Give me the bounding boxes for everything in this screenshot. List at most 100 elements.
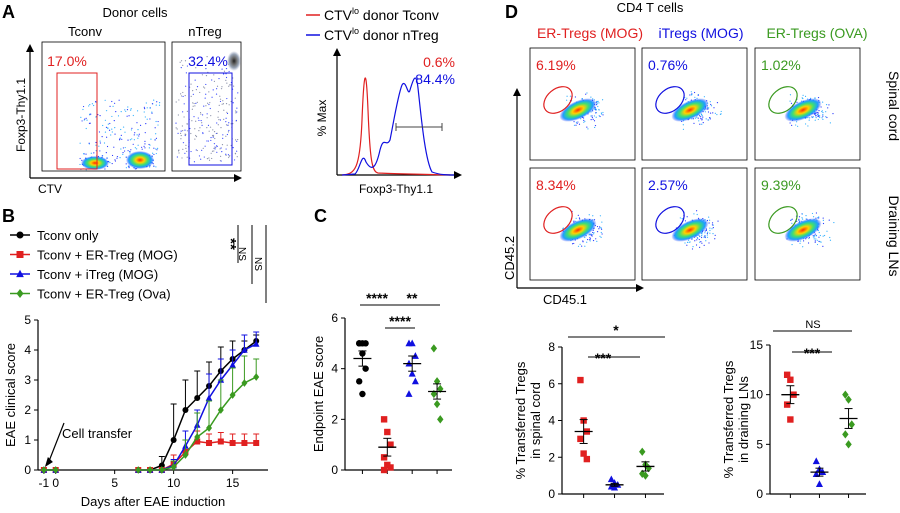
chartD2-point-0-1 <box>787 376 794 383</box>
panel-d-xlabel: CD45.1 <box>543 292 587 307</box>
flow-plot-r0-c1: 0.76% <box>641 47 748 161</box>
chartC-ytick: 6 <box>331 311 338 325</box>
panel-d-col1-label: ER-Tregs (MOG) <box>537 25 643 41</box>
flow-pct-r0-c2: 1.02% <box>761 57 801 73</box>
legend-label-3: Tconv + ER-Treg (Ova) <box>37 287 171 302</box>
panel-a-ntreg-plot: 32.4% <box>171 41 242 172</box>
chartD2-ylabel-2: in draining LNs <box>736 376 751 463</box>
panel-a: Donor cells Tconv nTreg Foxp3-Thy1.1 CTV… <box>14 5 462 196</box>
chartD1-ytick: 2 <box>548 450 555 464</box>
chartD1-point-0-0 <box>577 376 584 384</box>
chartC-point-0-2 <box>362 340 369 347</box>
chartD1-ytick: 4 <box>548 414 555 428</box>
legend-label-1: Tconv + ER-Treg (MOG) <box>37 248 178 263</box>
b-point-1-11 <box>241 440 248 446</box>
b-point-3-12 <box>253 373 260 381</box>
chartD2-point-2-2 <box>848 420 855 429</box>
flow-gate <box>655 86 685 114</box>
panel-d-flow-grid: 6.19% 0.76% 1.02% 8.34% 2.57% 9.39% <box>529 47 861 281</box>
panel-a-hist-pct-red: 0.6% <box>423 54 455 70</box>
chartC-point-1-2 <box>387 441 394 448</box>
flow-plot-r0-c2: 1.02% <box>754 47 861 161</box>
chartD1-point-0-5 <box>583 455 591 463</box>
panel-c-sig-1: **** <box>366 290 388 306</box>
panel-b-sig-2: NS <box>236 247 247 261</box>
chartC-point-0-5 <box>362 365 369 372</box>
chartD2-point-1-3 <box>812 470 820 478</box>
chartC-ytick: 0 <box>331 463 338 477</box>
chartD2-point-2-1 <box>845 395 852 404</box>
panel-a-title: Donor cells <box>102 5 168 20</box>
panel-a-hist-ylabel: % Max <box>315 100 329 137</box>
b-point-3-6 <box>182 451 189 459</box>
chartD2-point-2-3 <box>842 430 849 439</box>
chartD2-point-2-0 <box>842 390 849 399</box>
b-point-1-8 <box>206 440 213 446</box>
b-point-3-2 <box>135 466 142 474</box>
chartD2-ytick: 0 <box>756 487 763 501</box>
panel-c-chart: 0 2 4 6 Endpoint EAE score <box>311 311 452 477</box>
chartD1-ytick: 0 <box>548 487 555 501</box>
b-point-1-10 <box>229 440 236 446</box>
b-ytick: 4 <box>24 343 31 357</box>
panel-d-spinal-sig-1: *** <box>595 350 612 366</box>
flow-pct-r0-c1: 0.76% <box>648 57 688 73</box>
chartD1-ylabel-1: % Transferred Tregs <box>513 361 528 479</box>
panel-a-ntreg-gate <box>188 72 233 166</box>
legend-marker-triangle <box>16 269 24 278</box>
panel-d-spinal-sig-2: * <box>613 322 619 338</box>
b-annotation: Cell transfer <box>62 426 133 441</box>
b-point-1-9 <box>217 438 224 445</box>
flow-pct-r1-c2: 9.39% <box>761 177 801 193</box>
b-point-2-8 <box>205 394 213 401</box>
chartD2-ytick: 5 <box>756 437 763 451</box>
b-xtick: -1 <box>39 476 50 490</box>
panel-letter-a: A <box>2 2 15 22</box>
b-point-2-12 <box>252 340 260 347</box>
chartC-ytick: 2 <box>331 412 338 426</box>
flow-pct-r0-c0: 6.19% <box>536 57 576 73</box>
chartD1-point-2-0 <box>639 447 646 456</box>
b-point-3-5 <box>170 463 177 471</box>
panel-b-sig-3: NS <box>252 257 263 271</box>
b-ytick: 3 <box>24 373 31 387</box>
flow-gate <box>655 206 685 234</box>
flow-plot-r0-c0: 6.19% <box>529 47 636 161</box>
b-point-1-7 <box>194 438 201 445</box>
panel-d-col2-label: iTregs (MOG) <box>658 25 743 41</box>
chartD2-point-1-0 <box>812 457 820 465</box>
b-point-3-1 <box>52 466 59 474</box>
chartD1-point-2-3 <box>639 469 646 478</box>
chartC-point-2-6 <box>405 390 413 397</box>
panel-b: Tconv only Tconv + ER-Treg (MOG) Tconv + i… <box>3 225 268 509</box>
chartD1-point-2-4 <box>642 471 649 480</box>
chartC-point-3-0 <box>430 344 438 353</box>
chartD2-ylabel-1: % Transferred Tregs <box>721 360 736 478</box>
panel-a-histogram: % Max Foxp3-Thy1.1 0.6% 84.4% <box>315 48 462 196</box>
chartC-point-3-5 <box>437 415 444 424</box>
b-xtick: 5 <box>111 476 118 490</box>
chartD2-point-0-4 <box>787 416 794 423</box>
b-point-1-12 <box>253 440 260 446</box>
chartC-point-1-1 <box>384 428 391 436</box>
chartD1-point-0-4 <box>580 450 587 457</box>
chartC-point-1-5 <box>387 464 394 471</box>
chartC-point-3-4 <box>433 399 441 409</box>
legend-label-2: Tconv + iTreg (MOG) <box>37 267 158 282</box>
flow-plot-r1-c0: 8.34% <box>529 167 636 281</box>
b-point-0-6 <box>182 407 189 413</box>
panel-d: CD4 T cells ER-Tregs (MOG) iTregs (MOG) … <box>502 0 900 501</box>
chartD2-point-0-0 <box>783 371 791 378</box>
panel-a-hist-xlabel: Foxp3-Thy1.1 <box>359 182 433 196</box>
chartD1-ylabel-2: in spinal cord <box>528 382 543 459</box>
b-ytick: 1 <box>24 433 31 447</box>
panel-d-ylabel: CD45.2 <box>502 236 517 280</box>
b-xlabel: Days after EAE induction <box>81 494 226 509</box>
panel-a-legend-ntreg: CTVlo donor nTreg <box>324 26 439 43</box>
panel-d-lns-sig-2: *** <box>804 345 821 361</box>
b-ytick: 0 <box>24 463 31 477</box>
panel-b-legend: Tconv only Tconv + ER-Treg (MOG) Tconv + i… <box>10 228 178 302</box>
panel-a-plot2-label: nTreg <box>188 24 221 39</box>
